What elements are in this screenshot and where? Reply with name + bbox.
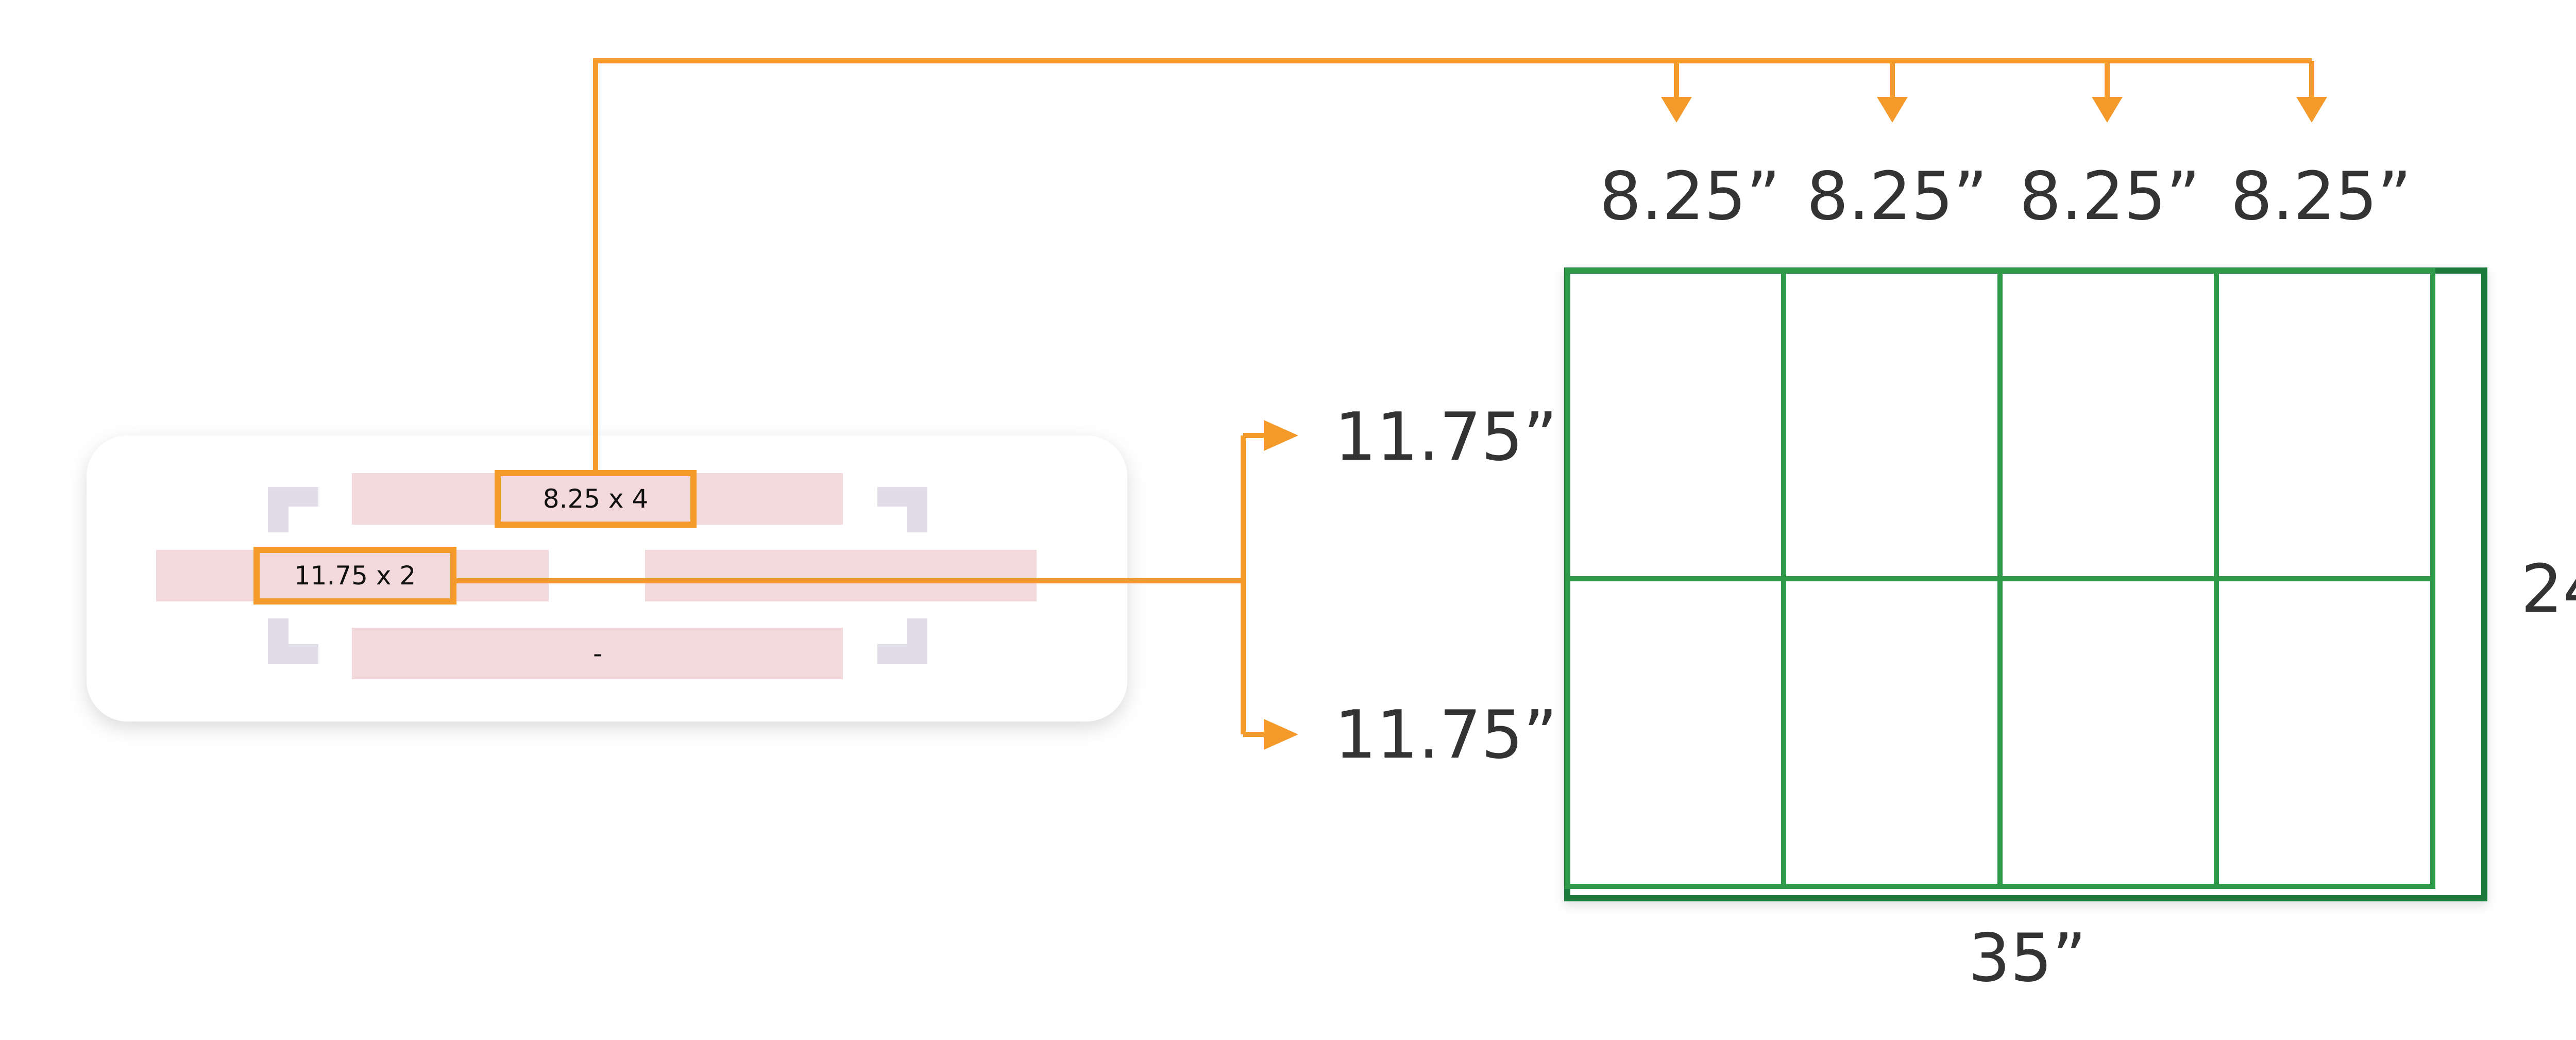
settings-card: 8.25 x 4 11.75 x 2 - bbox=[87, 435, 1127, 722]
sheet bbox=[1564, 267, 2487, 901]
top-field-label: 8.25 x 4 bbox=[543, 484, 649, 514]
right-field[interactable] bbox=[645, 550, 1037, 601]
arrow-head-icon bbox=[2092, 97, 2123, 123]
column-width-label: 8.25” bbox=[2019, 158, 2200, 235]
column-connector-line bbox=[593, 58, 2312, 470]
total-height-label: 24” bbox=[2521, 551, 2576, 628]
arrow-head-icon bbox=[1661, 97, 1692, 123]
bottom-field[interactable] bbox=[352, 628, 843, 679]
total-width-label: 35” bbox=[1968, 920, 2086, 997]
left-field-label: 11.75 x 2 bbox=[294, 561, 416, 591]
arrow-head-icon bbox=[2296, 97, 2327, 123]
column-width-label: 8.25” bbox=[2230, 158, 2411, 235]
arrow-head-icon bbox=[1877, 97, 1908, 123]
dimension-labels: 8.25” 8.25” 8.25” 8.25” 11.75” 11.75” 24… bbox=[1334, 158, 2576, 997]
column-width-label: 8.25” bbox=[1806, 158, 1987, 235]
row-height-label: 11.75” bbox=[1334, 399, 1557, 476]
arrow-head-icon bbox=[1264, 420, 1298, 451]
column-width-label: 8.25” bbox=[1599, 158, 1780, 235]
left-field-highlight bbox=[253, 547, 456, 605]
arrow-head-icon bbox=[1264, 719, 1298, 750]
sheet-outline bbox=[1564, 267, 2487, 901]
corner-bracket-icon bbox=[877, 487, 927, 532]
arrow-heads bbox=[1264, 97, 2327, 750]
row-height-label: 11.75” bbox=[1334, 697, 1557, 774]
top-field-highlight bbox=[495, 470, 697, 528]
connectors bbox=[453, 58, 2314, 737]
corner-bracket-icon bbox=[877, 618, 927, 664]
cut-grid bbox=[1565, 268, 2435, 889]
bottom-field-label: - bbox=[593, 639, 602, 668]
corner-bracket-icon bbox=[268, 618, 318, 664]
corner-bracket-icon bbox=[268, 487, 318, 532]
